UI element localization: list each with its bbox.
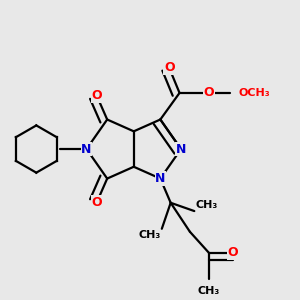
Text: O: O [204, 86, 214, 99]
Text: O: O [164, 61, 175, 74]
Text: CH₃: CH₃ [138, 230, 160, 240]
Text: OCH₃: OCH₃ [238, 88, 270, 98]
Text: CH₃: CH₃ [196, 200, 218, 210]
Text: N: N [81, 142, 92, 155]
Text: N: N [155, 172, 166, 185]
Text: O: O [92, 89, 102, 102]
Text: N: N [176, 142, 186, 155]
Text: O: O [92, 196, 102, 209]
Text: O: O [227, 247, 238, 260]
Text: CH₃: CH₃ [198, 286, 220, 296]
